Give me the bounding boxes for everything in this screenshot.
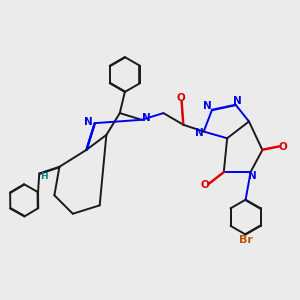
Text: N: N	[142, 113, 151, 123]
Text: O: O	[200, 180, 209, 190]
Text: H: H	[40, 172, 48, 181]
Text: Br: Br	[239, 235, 253, 245]
Text: N: N	[203, 101, 212, 111]
Text: N: N	[84, 117, 93, 127]
Text: O: O	[176, 93, 185, 103]
Text: N: N	[248, 171, 257, 181]
Text: O: O	[279, 142, 288, 152]
Text: N: N	[233, 96, 242, 106]
Text: N: N	[195, 128, 203, 138]
